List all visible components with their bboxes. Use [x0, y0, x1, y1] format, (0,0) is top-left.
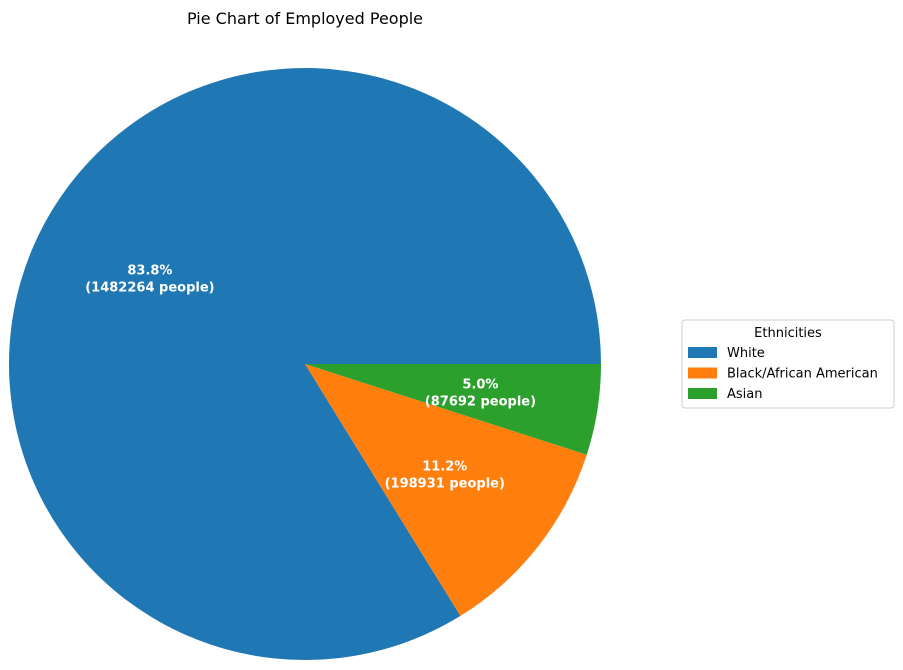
legend-label: Black/African American — [727, 367, 878, 382]
chart-title: Pie Chart of Employed People — [187, 9, 423, 28]
slice-count-label: (1482264 people) — [85, 280, 214, 295]
slice-percent-label: 11.2% — [422, 460, 467, 475]
pie-slice-asian — [305, 364, 601, 455]
pie-slice-black-african-american — [305, 364, 587, 616]
legend-label: White — [727, 346, 765, 361]
legend-swatch — [688, 347, 717, 358]
legend-swatch — [688, 388, 717, 399]
slice-count-label: (198931 people) — [385, 477, 505, 492]
pie-slices — [9, 67, 602, 661]
legend-box — [681, 319, 895, 409]
slice-percent-label: 83.8% — [127, 263, 172, 278]
slice-percent-label: 5.0% — [462, 378, 498, 393]
legend-label: Asian — [727, 387, 762, 402]
legend-title: Ethnicities — [754, 326, 822, 341]
slice-count-label: (87692 people) — [425, 395, 536, 410]
legend-items: White Black/African American Asian — [688, 346, 878, 402]
legend: Ethnicities White Black/African American A… — [681, 319, 895, 409]
legend-swatch — [688, 367, 717, 379]
pie-slice-labels: 83.8% (1482264 people) 11.2% (198931 people… — [85, 263, 536, 491]
